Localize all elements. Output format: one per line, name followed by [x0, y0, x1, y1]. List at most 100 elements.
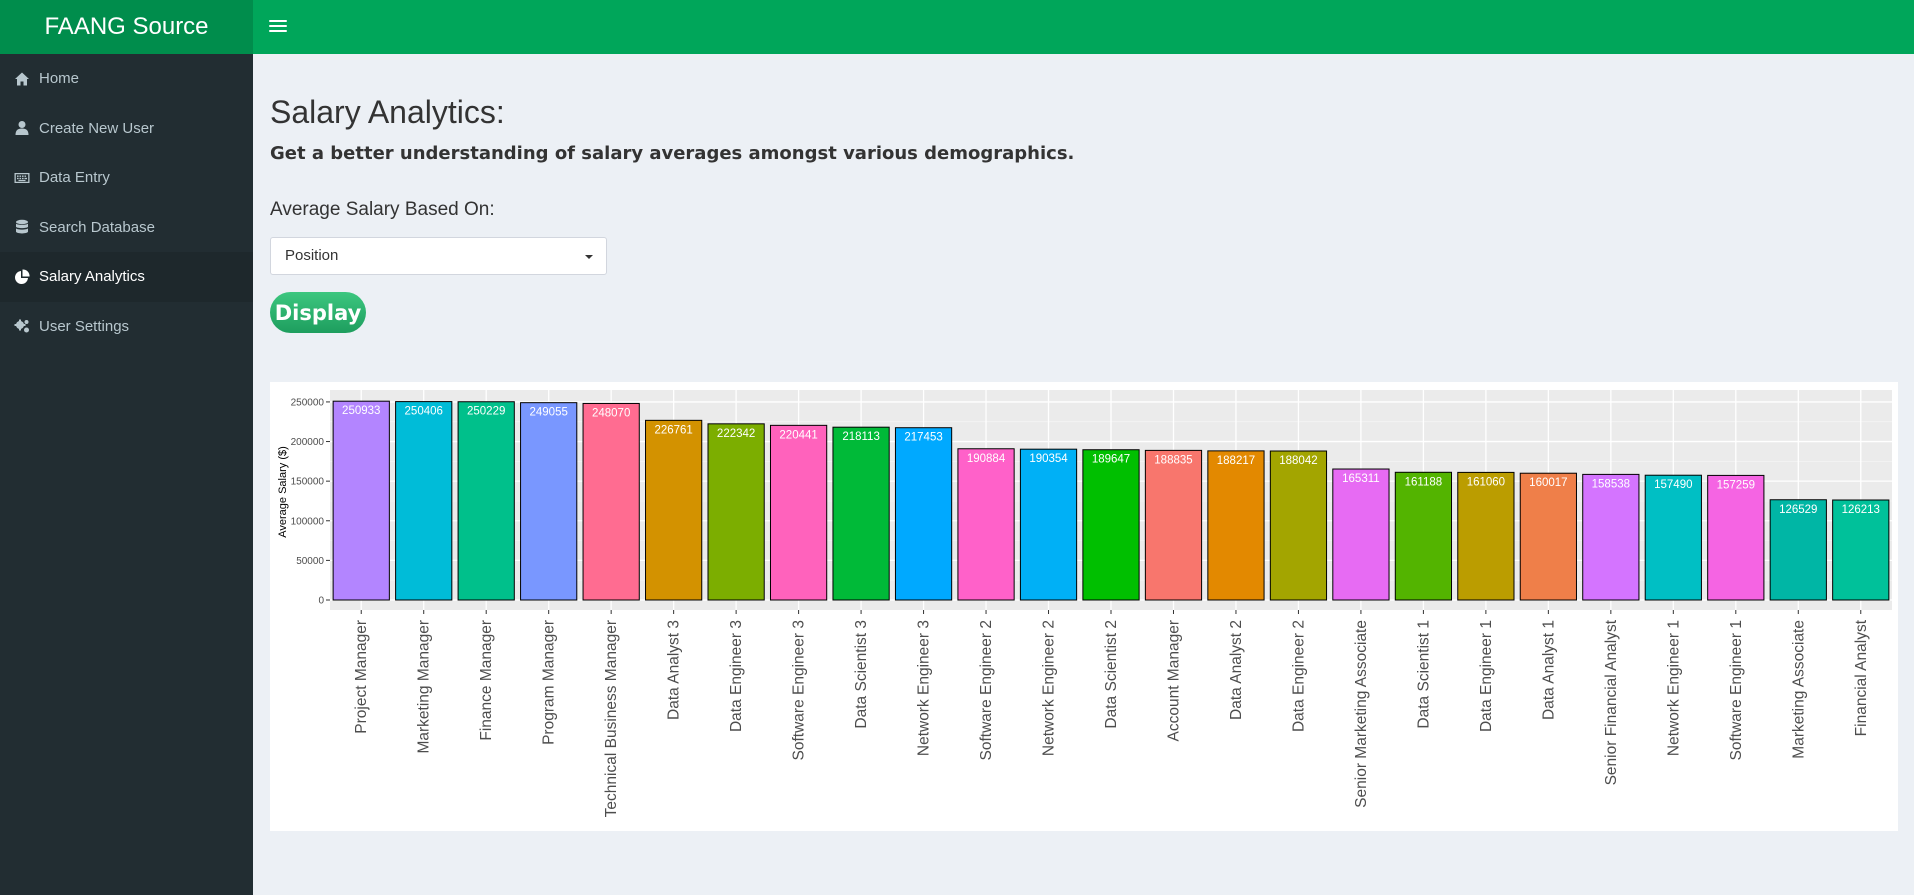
x-tick-label: Project Manager [353, 620, 370, 734]
sidebar-item-search-database[interactable]: Search Database [0, 203, 253, 253]
bar [1207, 450, 1265, 601]
y-tick-label: 250000 [291, 397, 325, 408]
sidebar-item-label: Home [39, 70, 80, 88]
pie-chart-icon [14, 269, 30, 285]
bar-value-label: 250933 [342, 405, 380, 417]
x-tick-label: Program Manager [541, 620, 558, 745]
x-tick-label: Data Scientist 2 [1103, 620, 1120, 729]
bar-value-label: 217453 [904, 432, 942, 444]
bar [395, 401, 453, 601]
bar-value-label: 165311 [1342, 473, 1380, 485]
y-tick-label: 150000 [291, 477, 325, 488]
x-tick-label: Data Engineer 2 [1290, 620, 1307, 732]
y-tick-label: 50000 [296, 556, 324, 567]
bar-value-label: 157490 [1654, 479, 1692, 491]
x-tick-label: Software Engineer 2 [978, 620, 995, 760]
gears-icon [14, 318, 30, 334]
page-subtitle: Get a better understanding of salary ave… [270, 143, 1075, 164]
x-tick-label: Data Analyst 2 [1228, 620, 1245, 720]
x-tick-label: Senior Financial Analyst [1603, 619, 1620, 785]
bar [1144, 449, 1203, 601]
x-tick-label: Account Manager [1165, 620, 1182, 742]
chart-svg: 0 50000 100000 150000 200000 250000 250933 2504… [277, 390, 1892, 817]
sidebar-item-create-new-user[interactable]: Create New User [0, 104, 253, 154]
bar-value-label: 157259 [1717, 479, 1755, 491]
x-tick-label: Software Engineer 1 [1728, 620, 1745, 760]
brand-logo[interactable]: FAANG Source [0, 0, 253, 54]
caret-down-icon [585, 255, 593, 259]
x-tick-label: Data Scientist 1 [1415, 620, 1432, 729]
sidebar-item-data-entry[interactable]: Data Entry [0, 153, 253, 203]
bar [1582, 473, 1640, 601]
bar [1082, 449, 1140, 601]
bar-value-label: 226761 [654, 424, 692, 436]
top-navbar [253, 0, 1914, 54]
hamburger-icon[interactable] [269, 17, 287, 35]
x-tick-label: Software Engineer 3 [791, 620, 808, 760]
y-tick-label: 200000 [291, 437, 325, 448]
sidebar-item-label: Create New User [39, 119, 155, 137]
select-value: Position [285, 247, 339, 264]
bar-value-label: 188042 [1279, 455, 1317, 467]
page-title: Salary Analytics: [270, 94, 505, 130]
bar [1019, 448, 1078, 601]
bar [1269, 450, 1328, 601]
bar [1832, 499, 1890, 601]
bar-value-label: 126529 [1779, 504, 1817, 516]
bar-value-label: 250406 [405, 406, 443, 418]
x-tick-label: Data Engineer 3 [728, 620, 745, 732]
bar-value-label: 248070 [592, 407, 630, 419]
sidebar-item-label: Data Entry [39, 169, 110, 187]
x-tick-label: Finance Manager [478, 620, 495, 741]
bar-value-label: 126213 [1842, 504, 1880, 516]
y-tick-label: 0 [318, 596, 324, 607]
bar-value-label: 188217 [1217, 455, 1255, 467]
bar [1394, 471, 1453, 601]
salary-bar-chart: 0 50000 100000 150000 200000 250000 250933 2504… [270, 382, 1898, 831]
sidebar-item-salary-analytics[interactable]: Salary Analytics [0, 252, 253, 302]
y-tick-label: 100000 [291, 516, 325, 527]
sidebar-item-label: Search Database [39, 218, 155, 236]
bar [520, 402, 578, 601]
bar-value-label: 250229 [467, 406, 505, 418]
bar [1457, 471, 1515, 601]
bar-value-label: 160017 [1529, 477, 1567, 489]
bar-value-label: 249055 [529, 407, 567, 419]
x-tick-label: Network Engineer 1 [1665, 620, 1682, 756]
database-icon [14, 219, 30, 235]
bar-value-label: 161060 [1467, 476, 1505, 488]
select-label: Average Salary Based On: [270, 199, 495, 220]
y-axis-title: Average Salary ($) [277, 446, 289, 538]
bar [1644, 474, 1702, 601]
x-tick-label: Senior Marketing Associate [1353, 620, 1370, 808]
bar [1769, 499, 1827, 601]
x-tick-label: Marketing Associate [1790, 620, 1807, 759]
bar-value-label: 222342 [717, 428, 755, 440]
sidebar-item-home[interactable]: Home [0, 54, 253, 104]
salary-basis-select[interactable]: Position [270, 237, 607, 275]
x-tick-label: Marketing Manager [416, 620, 433, 754]
x-tick-label: Data Analyst 1 [1540, 620, 1557, 720]
sidebar-item-user-settings[interactable]: User Settings [0, 302, 253, 352]
bar-value-label: 190354 [1029, 453, 1068, 465]
bar-value-label: 188835 [1154, 454, 1192, 466]
bar [457, 401, 515, 601]
main-content: Salary Analytics: Get a better understan… [253, 54, 1914, 895]
x-tick-label: Data Engineer 1 [1478, 620, 1495, 732]
bar [894, 427, 953, 601]
bar-value-label: 218113 [842, 431, 880, 443]
bar [832, 426, 890, 601]
bar [332, 400, 390, 601]
user-icon [14, 120, 30, 136]
bar-value-label: 189647 [1092, 454, 1130, 466]
x-tick-label: Network Engineer 3 [916, 620, 933, 756]
bar [1707, 474, 1765, 601]
bar-value-label: 161188 [1405, 476, 1443, 488]
sidebar: Home Create New User Data Entry Search D… [0, 54, 253, 895]
x-tick-label: Financial Analyst [1853, 619, 1870, 736]
keyboard-icon [14, 170, 30, 186]
display-button[interactable]: Display [270, 292, 366, 333]
home-icon [14, 71, 30, 87]
x-tick-label: Data Analyst 3 [666, 620, 683, 720]
bar-value-label: 158538 [1592, 478, 1630, 490]
